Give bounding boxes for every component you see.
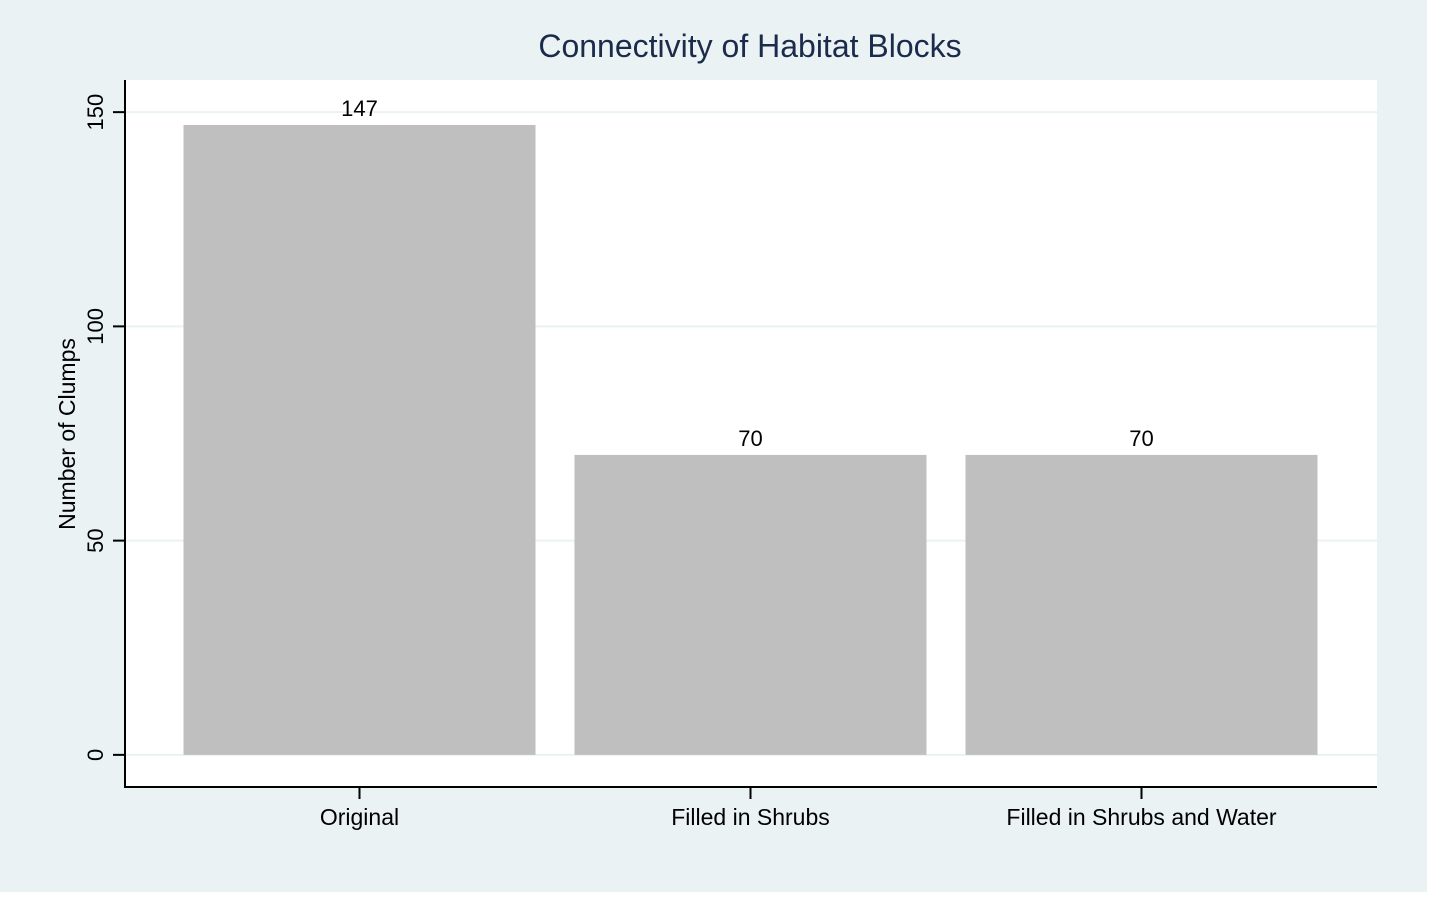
y-tick-label: 100: [83, 308, 108, 345]
chart-title: Connectivity of Habitat Blocks: [538, 28, 961, 64]
y-tick-label: 150: [83, 94, 108, 131]
bar: [183, 124, 536, 755]
x-axis-ticks: Original Filled in Shrubs Filled in Shrubs…: [320, 787, 1277, 830]
y-axis-label: Number of Clumps: [54, 338, 80, 530]
bar: [965, 454, 1318, 755]
data-label: 70: [738, 426, 762, 451]
y-axis-ticks: 0 50 100 150: [83, 94, 125, 761]
x-tick-label: Original: [320, 804, 399, 830]
y-tick-label: 50: [83, 528, 108, 552]
data-label: 70: [1129, 426, 1153, 451]
x-tick-label: Filled in Shrubs: [671, 804, 830, 830]
y-tick-label: 0: [83, 749, 108, 761]
bars: [183, 124, 1318, 755]
x-tick-label: Filled in Shrubs and Water: [1006, 804, 1277, 830]
data-label: 147: [341, 96, 378, 121]
data-labels: 147 70 70: [341, 96, 1154, 451]
bar: [574, 454, 927, 755]
